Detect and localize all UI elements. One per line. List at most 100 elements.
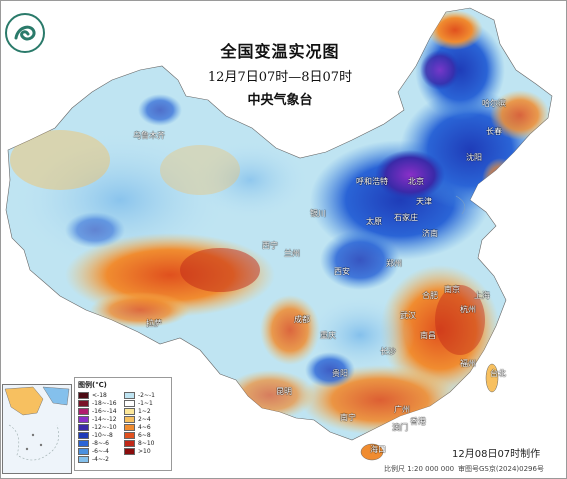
- legend-swatch: [78, 392, 89, 399]
- map-subtitle: 12月7日07时—8日07时: [207, 70, 353, 85]
- legend-swatch: [124, 400, 135, 407]
- legend-label: -12~-10: [92, 424, 117, 431]
- legend-label: -16~-14: [92, 408, 117, 415]
- city-label: 广州: [394, 405, 410, 414]
- map-approval-number: 审图号GS京(2024)0296号: [458, 465, 544, 473]
- legend-item: -1~1: [124, 400, 168, 407]
- taiwan-shape: [485, 363, 499, 393]
- scale-text: 比例尺 1:20 000 000: [384, 465, 455, 473]
- city-label: 郑州: [386, 259, 402, 268]
- legend-swatch: [124, 440, 135, 447]
- legend-item: -2~-1: [124, 392, 168, 399]
- city-label: 济南: [422, 229, 438, 238]
- city-label: 西宁: [262, 241, 278, 250]
- city-label: 南昌: [420, 331, 436, 340]
- city-label: 沈阳: [466, 153, 482, 162]
- city-label: 香港: [410, 417, 426, 426]
- legend-item: 8~10: [124, 440, 168, 447]
- legend-item: 4~6: [124, 424, 168, 431]
- city-label: 海口: [370, 445, 386, 454]
- legend-swatch: [124, 432, 135, 439]
- legend-label: -1~1: [138, 400, 153, 407]
- legend-item: 6~8: [124, 432, 168, 439]
- legend-swatch: [78, 456, 89, 463]
- legend-swatch: [78, 448, 89, 455]
- legend-item: -6~-4: [78, 448, 122, 455]
- city-label: 石家庄: [394, 213, 418, 222]
- legend-label: >10: [138, 448, 151, 455]
- legend-item: 1~2: [124, 408, 168, 415]
- legend-label: -2~-1: [138, 392, 155, 399]
- legend-swatch: [78, 440, 89, 447]
- map-title: 全国变温实况图: [220, 42, 340, 61]
- legend-swatch: [124, 408, 135, 415]
- legend-swatch: [124, 424, 135, 431]
- legend-title: 图例(℃): [78, 381, 107, 389]
- city-label: 兰州: [284, 249, 300, 258]
- city-label: 成都: [294, 315, 310, 324]
- city-label: 南京: [444, 285, 460, 294]
- legend-item: -10~-8: [78, 432, 122, 439]
- city-label: 哈尔滨: [482, 99, 506, 108]
- south-china-sea-inset: [2, 384, 72, 474]
- legend-item: -16~-14: [78, 408, 122, 415]
- title-block: 全国变温实况图 12月7日07时—8日07时 中央气象台: [180, 38, 380, 108]
- legend-label: 4~6: [138, 424, 151, 431]
- city-label: 昆明: [276, 387, 292, 396]
- map-organization: 中央气象台: [247, 93, 313, 108]
- legend-label: -18~-16: [92, 400, 117, 407]
- city-label: 福州: [460, 359, 476, 368]
- legend-item: -14~-12: [78, 416, 122, 423]
- legend-label: -4~-2: [92, 456, 109, 463]
- legend-item: >10: [124, 448, 168, 455]
- city-label: 西安: [334, 267, 350, 276]
- city-label: 武汉: [400, 311, 416, 320]
- legend-swatch: [124, 448, 135, 455]
- city-label: 银川: [310, 209, 326, 218]
- legend-swatch: [124, 392, 135, 399]
- legend-grid: <-18 -2~-1 -18~-16 -1~1 -16~-14 1~2 -14~-12 2~4…: [75, 392, 171, 463]
- legend-label: 1~2: [138, 408, 151, 415]
- legend-swatch: [78, 432, 89, 439]
- city-label: 长春: [486, 127, 502, 136]
- legend-item: 2~4: [124, 416, 168, 423]
- legend-item: <-18: [78, 392, 122, 399]
- legend-label: 8~10: [138, 440, 155, 447]
- legend-label: 6~8: [138, 432, 151, 439]
- cma-logo: [4, 12, 46, 54]
- legend-label: -8~-6: [92, 440, 109, 447]
- legend-item: -18~-16: [78, 400, 122, 407]
- city-label: 重庆: [320, 331, 336, 340]
- city-label: 呼和浩特: [356, 177, 388, 186]
- legend: 图例(℃) <-18 -2~-1 -18~-16 -1~1 -16~-14 1~2 -14~…: [74, 377, 172, 471]
- city-label: 南宁: [340, 413, 356, 422]
- city-label: 天津: [416, 197, 432, 206]
- city-label: 台北: [490, 369, 506, 378]
- legend-item: -4~-2: [78, 456, 122, 463]
- legend-swatch: [78, 424, 89, 431]
- city-label: 拉萨: [146, 319, 162, 328]
- legend-swatch: [78, 400, 89, 407]
- legend-label: 2~4: [138, 416, 151, 423]
- legend-label: -10~-8: [92, 432, 113, 439]
- city-label: 太原: [366, 217, 382, 226]
- city-label: 上海: [474, 291, 490, 300]
- city-label: 乌鲁木齐: [133, 131, 165, 140]
- city-label: 北京: [408, 177, 424, 186]
- legend-label: -6~-4: [92, 448, 109, 455]
- city-label: 贵阳: [332, 369, 348, 378]
- legend-item: -12~-10: [78, 424, 122, 431]
- hainan-shape: [360, 443, 384, 461]
- legend-label: -14~-12: [92, 416, 117, 423]
- city-label: 长沙: [380, 347, 396, 356]
- city-label: 合肥: [422, 291, 438, 300]
- legend-swatch: [78, 416, 89, 423]
- legend-item: -8~-6: [78, 440, 122, 447]
- city-label: 澳门: [392, 423, 408, 432]
- made-time: 12月08日07时制作: [452, 449, 541, 460]
- legend-label: <-18: [92, 392, 107, 399]
- legend-swatch: [78, 408, 89, 415]
- legend-swatch: [124, 416, 135, 423]
- city-label: 杭州: [460, 305, 476, 314]
